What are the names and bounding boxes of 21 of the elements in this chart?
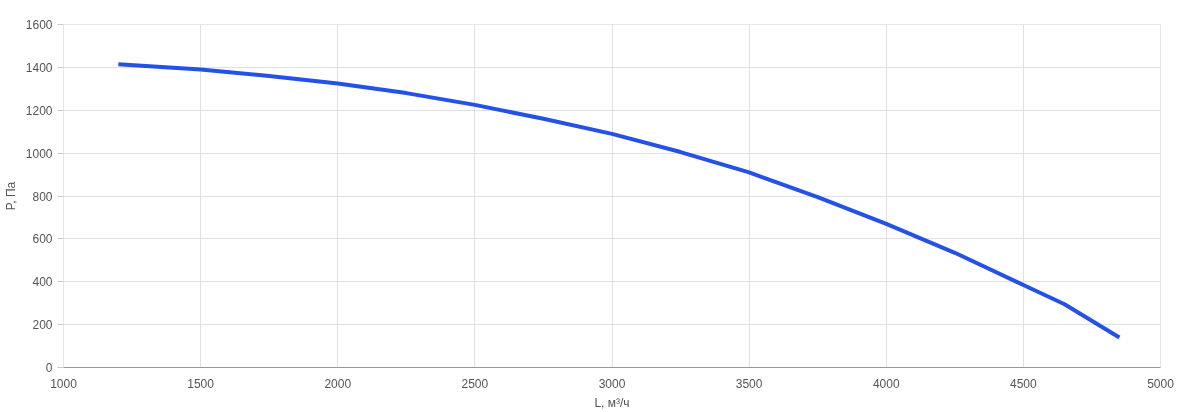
x-tick-label: 4500: [1010, 376, 1038, 391]
x-tick-label: 2500: [461, 376, 489, 391]
x-axis-title: L, м³/ч: [594, 395, 630, 410]
y-tick-label: 200: [32, 318, 53, 333]
y-tick-label: 400: [32, 275, 53, 290]
y-tick-label: 800: [32, 189, 53, 204]
x-tick-label: 2000: [324, 376, 352, 391]
y-tick-label: 1400: [25, 60, 53, 75]
x-tick-label: 3000: [598, 376, 626, 391]
x-tick-label: 1000: [50, 376, 78, 391]
y-tick-label: 1600: [25, 18, 53, 32]
y-tick-label: 0: [45, 361, 53, 375]
x-tick-label: 3500: [735, 376, 763, 391]
x-tick-label: 4000: [872, 376, 900, 391]
y-tick-label: 1200: [25, 103, 53, 118]
x-tick-label: 5000: [1147, 376, 1175, 391]
y-tick-label: 1000: [25, 146, 53, 161]
y-tick-label: 600: [32, 232, 53, 247]
y-axis-title: P, Па: [3, 181, 18, 211]
line-series: [116, 62, 1122, 340]
x-tick-label: 1500: [187, 376, 215, 391]
